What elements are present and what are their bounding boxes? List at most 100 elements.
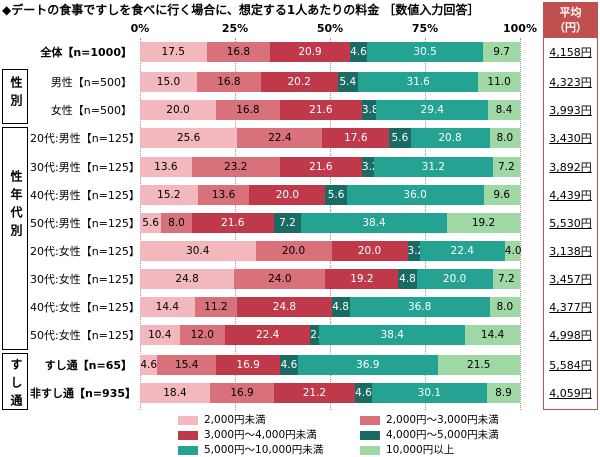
bar-segment [237,297,332,317]
bar-segment [273,213,302,233]
bar-segment [140,269,235,289]
bar-segment-label: 11.2 [204,301,228,313]
bar-segment [197,185,250,205]
bar-segment-label: 15.4 [175,359,199,371]
bar-segment-label: 20.0 [357,245,382,257]
bar-segment-label: 9.6 [493,189,511,201]
bar-segment-label: 24.8 [175,273,199,285]
bar-segment-label: 5.4 [339,76,357,88]
legend-swatch [178,415,198,425]
legend-item: 5,000円～10,000円未満 [178,444,323,456]
legend-item: 2,000円～3,000円未満 [360,414,499,426]
bar-segment-label: 21.6 [309,161,333,173]
bar-segment [225,325,311,345]
bar-segment-label: 21.5 [467,359,491,371]
bar-segment-label: 15.0 [156,76,181,88]
bar-segment [504,241,520,261]
bar-segment [372,383,487,403]
row-label: 男性【n=500】 [50,76,132,89]
bar-segment-label: 31.2 [421,161,446,173]
bar-segment [331,241,408,261]
bar-segment [140,297,195,317]
stacked-bar: 18.4 16.9 21.2 4.6 30.1 8.9 [140,383,521,403]
bar-segment [325,185,347,205]
x-tick-100: 100% [503,22,537,35]
bar-segment [358,72,479,92]
stacked-bar: 24.8 24.0 19.2 4.8 20.0 7.2 [140,269,520,289]
bar-segment-label: 30.5 [413,46,437,58]
bar-segment [465,325,520,345]
bar-segment [349,42,368,62]
bar-segment [140,213,162,233]
group-box-sushi [2,353,28,410]
legend-swatch [360,415,380,425]
bar-segment [194,297,238,317]
average-value: 5,530円 [549,217,592,230]
bar-segment-label: 14.4 [480,329,505,341]
average-value: 4,323円 [549,76,592,89]
bar-segment-label: 16.8 [236,104,260,116]
bar-segment-label: 4.6 [280,359,298,371]
legend-item: 3,000円～4,000円未満 [178,429,317,441]
bar-segment-label: 8.0 [496,132,514,144]
bar-segment-label: 4.6 [140,359,158,371]
bar-segment [206,42,271,62]
legend-item: 10,000円以上 [360,444,454,456]
x-tick-50: 50% [316,22,344,35]
bar-segment [234,269,326,289]
bar-segment [279,157,362,177]
bar-segment-label: 30.1 [417,387,442,399]
stacked-bar: 15.0 16.8 20.2 5.4 31.6 11.0 [140,72,520,92]
average-header-unit: （円） [554,21,587,34]
row-label: 20代:女性【n=125】 [30,245,140,258]
bar-segment [140,128,238,148]
bar-segment [279,100,362,120]
bar-segment-label: 22.4 [255,329,280,341]
stacked-bar: 13.6 23.2 21.6 3.2 31.2 7.2 [140,157,520,177]
group-label-gender-age: 性年代別 [9,170,23,242]
bar-segment-label: 17.5 [161,46,185,58]
row-label: 50代:男性【n=125】 [30,217,140,230]
bar-segment [191,157,280,177]
bar-segment [140,72,197,92]
bar-segment-label: 19.2 [471,217,496,229]
bar-segment [140,383,210,403]
bar-segment-label: 15.2 [157,189,181,201]
legend-label: 5,000円～10,000円未満 [204,444,324,456]
bar-segment [197,72,261,92]
bar-segment [489,128,520,148]
average-value: 3,993円 [549,104,592,117]
bar-segment [237,128,323,148]
bar-segment [398,269,417,289]
bar-segment-label: 24.8 [272,301,297,313]
group-box-gender [2,69,28,124]
bar-segment [140,42,207,62]
bar-segment [140,157,192,177]
bar-segment-label: 31.6 [406,76,430,88]
bar-segment-label: 14.4 [155,301,180,313]
average-value: 3,430円 [549,132,592,145]
stacked-bar: 14.4 11.2 24.8 4.8 36.8 8.0 [140,297,520,317]
row-label: 30代:男性【n=125】 [30,161,140,174]
bar-segment [407,241,420,261]
row-label: 全体【n=1000】 [40,46,132,59]
bar-segment [478,72,520,92]
x-tick-25: 25% [221,22,249,35]
bar-segment-label: 8.9 [495,387,512,399]
bar-segment [483,42,520,62]
bar-segment-label: 19.2 [350,273,374,285]
bar-segment-label: 29.4 [420,104,444,116]
bar-segment [140,241,256,261]
bar-segment-label: 22.4 [450,245,474,257]
bar-segment [337,72,359,92]
row-label: 50代:女性【n=125】 [30,329,140,342]
bar-segment [140,100,216,120]
bar-segment-label: 20.0 [275,189,300,201]
bar-segment [361,100,377,120]
bar-segment-label: 21.2 [302,387,327,399]
bar-segment-label: 20.2 [287,76,311,88]
bar-segment [367,42,484,62]
bar-segment-label: 9.7 [493,46,510,58]
bar-segment-label: 20.0 [281,245,306,257]
x-tick-0: 0% [130,22,150,35]
